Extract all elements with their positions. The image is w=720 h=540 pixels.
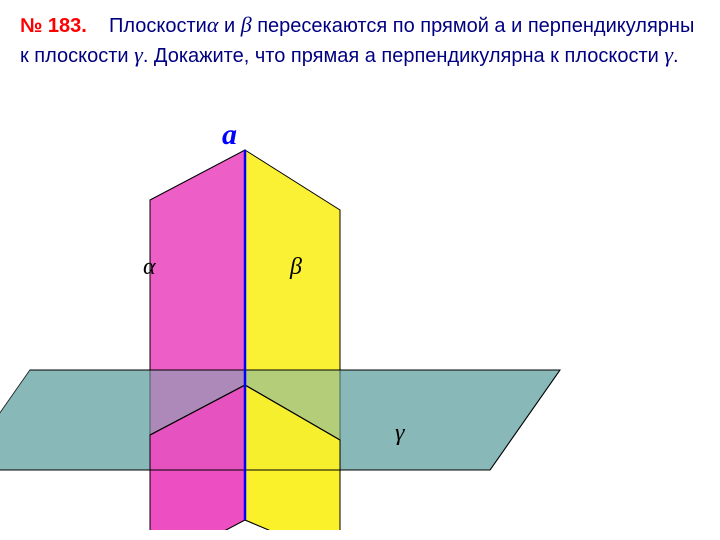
problem-statement: № 183. Плоскостиα и β пересекаются по пр… <box>20 10 700 70</box>
alpha-symbol: α <box>207 12 219 37</box>
problem-number: № 183. <box>20 15 87 37</box>
label-gamma: γ <box>395 420 404 447</box>
slide: № 183. Плоскостиα и β пересекаются по пр… <box>0 0 720 540</box>
text-segment: . <box>673 45 679 67</box>
text-segment: и <box>218 15 240 37</box>
text-segment: Плоскости <box>109 15 207 37</box>
gamma-symbol: γ <box>664 42 673 67</box>
beta-symbol: β <box>241 12 252 37</box>
text-segment: . Докажите, что прямая а перпендикулярна… <box>143 45 665 67</box>
label-beta: β <box>290 254 302 281</box>
label-alpha: α <box>143 254 156 281</box>
geometry-diagram <box>0 110 720 530</box>
label-line-a: a <box>222 118 237 152</box>
gamma-symbol: γ <box>134 42 143 67</box>
